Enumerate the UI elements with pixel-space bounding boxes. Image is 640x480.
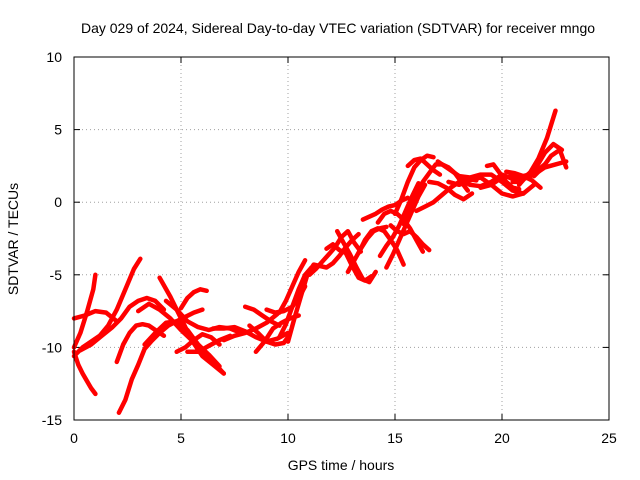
series-arc4 [71, 272, 98, 350]
y-tick-label: 10 [46, 49, 62, 65]
series-arc39 [435, 159, 526, 196]
series-arc14 [178, 287, 209, 311]
x-tick-label: 10 [280, 430, 296, 446]
y-tick-label: -10 [42, 339, 62, 355]
series-arc9 [142, 319, 222, 369]
series-arc6 [114, 321, 167, 365]
x-tick-label: 0 [70, 430, 78, 446]
series-arc45 [510, 108, 558, 185]
y-tick-label: -15 [42, 412, 62, 428]
x-tick-label: 5 [177, 430, 185, 446]
series-arc34 [392, 153, 436, 217]
series-arc26 [334, 228, 378, 285]
series-arc3 [71, 308, 120, 324]
y-tick-label: 5 [54, 122, 62, 138]
chart-title: Day 029 of 2024, Sidereal Day-to-day VTE… [81, 20, 595, 36]
x-tick-label: 20 [494, 430, 510, 446]
y-axis-label: SDTVAR / TECUs [5, 183, 21, 295]
series-arc19 [242, 304, 282, 328]
plot-frame [73, 56, 610, 421]
series-arc1 [71, 349, 98, 397]
series-arc32 [377, 181, 421, 259]
series-arc5 [78, 295, 167, 353]
series-arc46 [531, 147, 569, 179]
series-arc17 [247, 323, 291, 347]
x-tick-label: 25 [601, 430, 617, 446]
x-axis-label: GPS time / hours [288, 457, 395, 473]
series-arc15 [210, 324, 291, 344]
series-arc7 [116, 307, 205, 415]
series-arc23 [277, 258, 308, 315]
series-arc47 [504, 169, 543, 190]
series-arc43 [484, 162, 522, 192]
x-tick-label: 15 [387, 430, 403, 446]
series-arc36 [405, 156, 443, 177]
series-arc38 [426, 179, 475, 202]
y-tick-label: -5 [50, 267, 63, 283]
grid-lines [74, 57, 609, 420]
tick-labels: 0 5 10 15 20 25 10 5 0 -5 -10 -15 [42, 49, 617, 446]
y-tick-label: 0 [54, 194, 62, 210]
data-series [71, 108, 569, 415]
series-arc12 [174, 332, 222, 355]
series-arc33 [384, 182, 428, 270]
